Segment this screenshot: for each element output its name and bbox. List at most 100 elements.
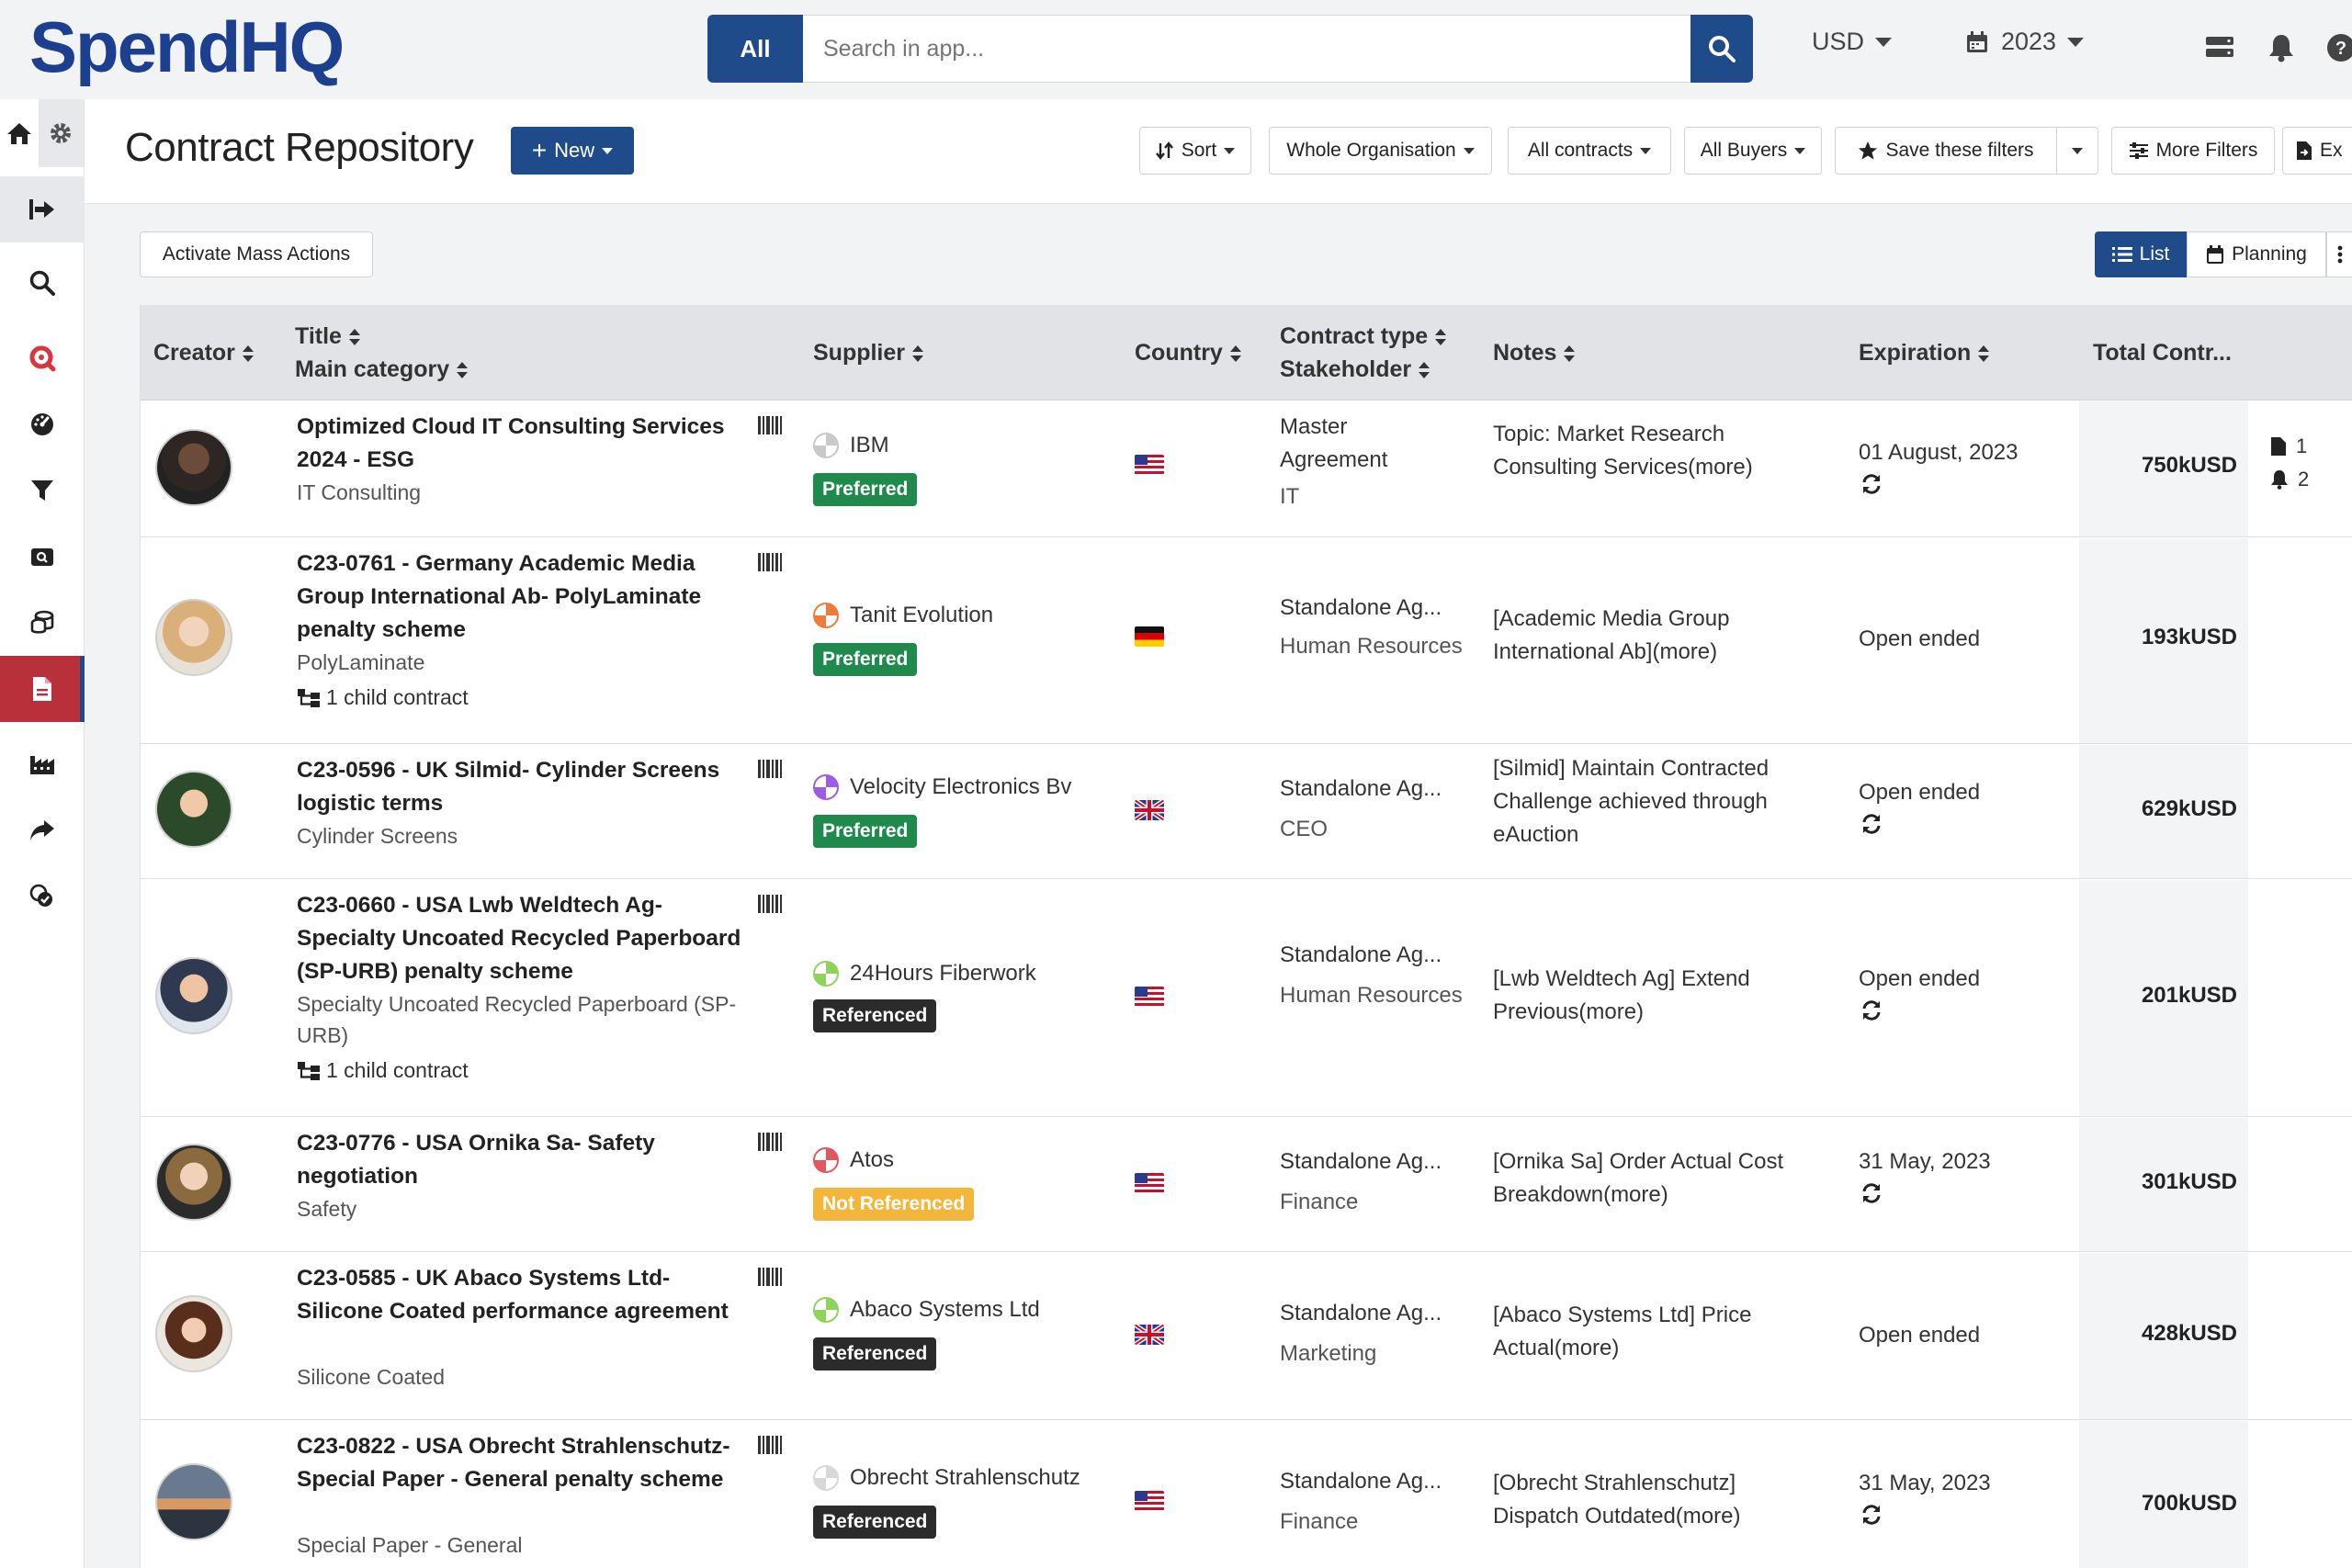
table-row[interactable]: Optimized Cloud IT Consulting Services 2… [141,401,2352,537]
table-row[interactable]: C23-0596 - UK Silmid- Cylinder Screens l… [141,745,2352,879]
supplier-cell[interactable]: Velocity Electronics Bv [813,774,1071,800]
column-expiration[interactable]: Expiration [1859,336,1990,369]
column-creator[interactable]: Creator [153,336,254,369]
view-more-button[interactable] [2326,231,2352,277]
notes[interactable]: [Ornika Sa] Order Actual Cost Breakdown(… [1493,1149,1784,1207]
supplier-cell[interactable]: Atos [813,1147,894,1173]
contract-title[interactable]: C23-0585 - UK Abaco Systems Ltd- Silicon… [297,1266,729,1324]
notes[interactable]: [Lwb Weldtech Ag] Extend Previous(more) [1493,966,1750,1024]
sidebar-item-spendhq[interactable] [0,325,85,391]
servers-icon[interactable] [2205,33,2234,65]
table-row[interactable]: C23-0761 - Germany Academic Media Group … [141,538,2352,744]
table-row[interactable]: C23-0776 - USA Ornika Sa- Safety negotia… [141,1118,2352,1252]
sidebar-item-filters[interactable] [0,457,85,524]
avatar[interactable] [155,771,232,848]
mass-actions-button[interactable]: Activate Mass Actions [140,231,373,277]
search-icon [1709,36,1736,62]
avatar[interactable] [155,1463,232,1540]
contract-title[interactable]: C23-0596 - UK Silmid- Cylinder Screens l… [297,758,720,816]
barcode-icon[interactable] [758,1268,782,1286]
sidebar-item-dashboard[interactable] [0,391,85,457]
supplier-cell[interactable]: Obrecht Strahlenschutz [813,1465,1080,1491]
save-filters-button[interactable]: Save these filters [1835,127,2057,175]
sort-button[interactable]: Sort [1139,127,1251,175]
contract-type: Master Agreement [1280,414,1388,472]
barcode-icon[interactable] [758,1436,782,1454]
barcode-icon[interactable] [758,1133,782,1151]
notes[interactable]: [Obrecht Strahlenschutz] Dispatch Outdat… [1493,1471,1741,1529]
contract-title[interactable]: C23-0660 - USA Lwb Weldtech Ag- Specialt… [297,893,741,984]
child-contract-link[interactable]: 1 child contract [297,1058,469,1083]
notes[interactable]: Topic: Market Research Consulting Servic… [1493,422,1753,479]
contract-title[interactable]: C23-0822 - USA Obrecht Strahlenschutz- S… [297,1434,730,1492]
avatar[interactable] [155,1295,232,1372]
table-row[interactable]: C23-0585 - UK Abaco Systems Ltd- Silicon… [141,1253,2352,1420]
search-scope-button[interactable]: All [707,15,803,83]
notes[interactable]: [Silmid] Maintain Contracted Challenge a… [1493,756,1770,847]
barcode-icon[interactable] [758,553,782,571]
sidebar-item-share[interactable] [0,797,85,863]
supplier-cell[interactable]: Abaco Systems Ltd [813,1297,1040,1323]
column-contract-type[interactable]: Contract type [1280,320,1447,353]
sidebar-item-industry[interactable] [0,731,85,797]
contract-title[interactable]: Optimized Cloud IT Consulting Services 2… [297,414,725,472]
column-title[interactable]: Title [295,320,360,353]
contracts-filter[interactable]: All contracts [1508,127,1671,175]
sidebar-item-database[interactable] [0,590,85,656]
sitemap-icon [298,1061,320,1080]
column-country[interactable]: Country [1135,336,1241,369]
save-filters-dropdown[interactable] [2056,127,2098,175]
avatar[interactable] [155,1144,232,1221]
sort-icon [1435,329,1447,346]
table-row[interactable]: C23-0660 - USA Lwb Weldtech Ag- Specialt… [141,880,2352,1117]
documents-count[interactable]: 1 [2270,434,2307,458]
column-notes[interactable]: Notes [1493,336,1576,369]
buyers-filter[interactable]: All Buyers [1684,127,1822,175]
total-value: 700kUSD [2141,1491,2237,1516]
search-input[interactable] [803,15,1690,83]
currency-select[interactable]: USD [1812,28,1893,56]
column-contract-type-label: Contract type [1280,323,1429,349]
supplier-cell[interactable]: Tanit Evolution [813,603,993,628]
column-supplier[interactable]: Supplier [813,336,924,369]
avatar[interactable] [155,429,232,506]
expiration-date: 31 May, 2023 [1859,1149,1991,1174]
export-button[interactable]: Ex [2282,127,2352,175]
sidebar-item-home[interactable] [0,99,39,167]
new-button[interactable]: + New [511,127,634,175]
contract-title[interactable]: C23-0761 - Germany Academic Media Group … [297,551,702,642]
barcode-icon[interactable] [758,416,782,434]
table-row[interactable]: C23-0822 - USA Obrecht Strahlenschutz- S… [141,1421,2352,1568]
view-planning-button[interactable]: Planning [2187,231,2326,277]
alerts-count[interactable]: 2 [2270,468,2309,491]
sidebar-item-search-folder[interactable] [0,524,85,590]
contract-title[interactable]: C23-0776 - USA Ornika Sa- Safety negotia… [297,1131,655,1189]
search-icon [29,270,55,296]
search-button[interactable] [1690,15,1753,83]
file-export-icon [2297,141,2312,160]
barcode-icon[interactable] [758,760,782,778]
supplier-cell[interactable]: IBM [813,433,889,458]
more-filters-button[interactable]: More Filters [2111,127,2275,175]
sidebar-item-settings[interactable] [38,99,84,167]
avatar[interactable] [155,957,232,1034]
app-logo[interactable]: SpendHQ [29,6,345,87]
barcode-icon[interactable] [758,895,782,913]
column-total[interactable]: Total Contr... [2093,336,2232,369]
help-icon[interactable]: ? [2326,33,2352,67]
sidebar-item-verified[interactable] [0,863,85,930]
organisation-filter[interactable]: Whole Organisation [1269,127,1492,175]
child-contract-link[interactable]: 1 child contract [297,685,469,710]
sidebar-item-search[interactable] [0,250,85,316]
column-stakeholder[interactable]: Stakeholder [1280,353,1430,386]
avatar[interactable] [155,599,232,676]
notes[interactable]: [Academic Media Group International Ab](… [1493,606,1730,664]
supplier-cell[interactable]: 24Hours Fiberwork [813,961,1036,987]
sidebar-collapse-toggle[interactable] [0,176,85,243]
column-main-category[interactable]: Main category [295,353,469,386]
bell-icon[interactable] [2267,33,2295,67]
year-select[interactable]: 2023 [1964,28,2085,56]
notes[interactable]: [Abaco Systems Ltd] Price Actual(more) [1493,1303,1752,1360]
view-list-button[interactable]: List [2095,231,2187,277]
sidebar-item-contracts[interactable] [0,656,85,722]
